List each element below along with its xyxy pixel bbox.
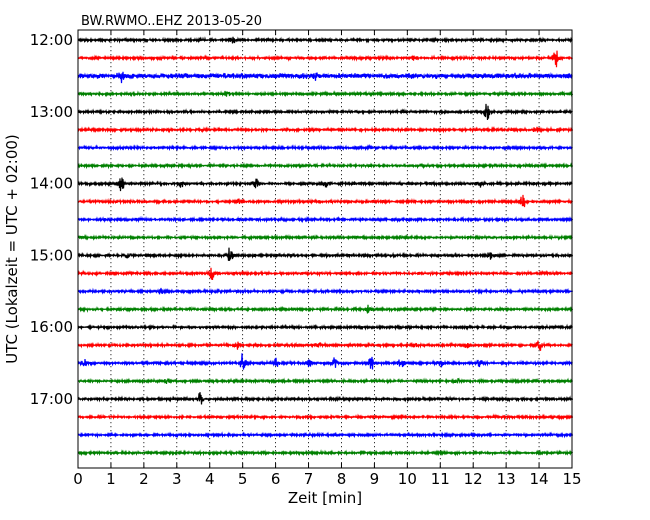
x-tick-label: 8 (337, 470, 347, 488)
trace-1315 (77, 125, 574, 134)
trace-1300 (77, 103, 573, 121)
x-tick-label: 4 (205, 470, 215, 488)
trace-1400 (77, 177, 573, 192)
x-tick-label: 3 (172, 470, 182, 488)
x-tick-label: 12 (464, 470, 483, 488)
x-tick-label: 10 (398, 470, 417, 488)
trace-1345 (77, 162, 574, 170)
x-axis-label: Zeit [min] (288, 489, 362, 507)
trace-1745 (77, 449, 574, 457)
y-tick-label: 12:00 (30, 31, 73, 49)
x-tick-label: 6 (271, 470, 281, 488)
x-tick-label: 9 (370, 470, 380, 488)
y-ticks: 12:00 13:00 14:00 15:00 16:00 17:00 (30, 31, 572, 408)
trace-1445 (77, 233, 573, 242)
trace-1645 (77, 377, 574, 385)
trace-1700 (77, 392, 574, 405)
trace-1630 (77, 353, 573, 370)
trace-1430 (77, 215, 574, 224)
y-tick-label: 17:00 (30, 390, 73, 408)
trace-1330 (77, 143, 573, 152)
grid-lines (110, 30, 540, 468)
trace-1245 (77, 90, 574, 98)
seismic-traces (77, 36, 574, 457)
y-axis-label: UTC (Lokalzeit = UTC + 02:00) (3, 134, 21, 364)
x-tick-label: 1 (106, 470, 116, 488)
trace-1415 (77, 194, 574, 208)
x-tick-label: 5 (238, 470, 248, 488)
trace-1215 (77, 50, 573, 68)
trace-1530 (77, 287, 574, 296)
x-tick-label: 0 (73, 470, 83, 488)
y-tick-label: 14:00 (30, 175, 73, 193)
trace-1500 (77, 247, 574, 261)
x-tick-label: 14 (530, 470, 549, 488)
trace-1730 (77, 431, 574, 439)
x-tick-label: 13 (497, 470, 516, 488)
y-tick-label: 16:00 (30, 318, 73, 336)
trace-1715 (77, 413, 574, 421)
x-ticks: 0 1 2 3 4 5 6 7 8 9 10 11 12 13 14 15 (73, 30, 582, 488)
plot-frame (77, 29, 573, 469)
x-tick-label: 7 (304, 470, 314, 488)
trace-1200 (77, 36, 573, 44)
x-tick-label: 15 (562, 470, 581, 488)
x-tick-label: 2 (139, 470, 149, 488)
trace-1515 (77, 267, 574, 280)
y-tick-label: 13:00 (30, 103, 73, 121)
trace-1600 (77, 323, 574, 331)
trace-1545 (77, 304, 574, 314)
trace-1615 (77, 340, 573, 351)
chart-title: BW.RWMO..EHZ 2013-05-20 (81, 14, 262, 29)
trace-1230 (77, 71, 573, 84)
y-tick-label: 15:00 (30, 246, 73, 264)
x-tick-label: 11 (431, 470, 450, 488)
